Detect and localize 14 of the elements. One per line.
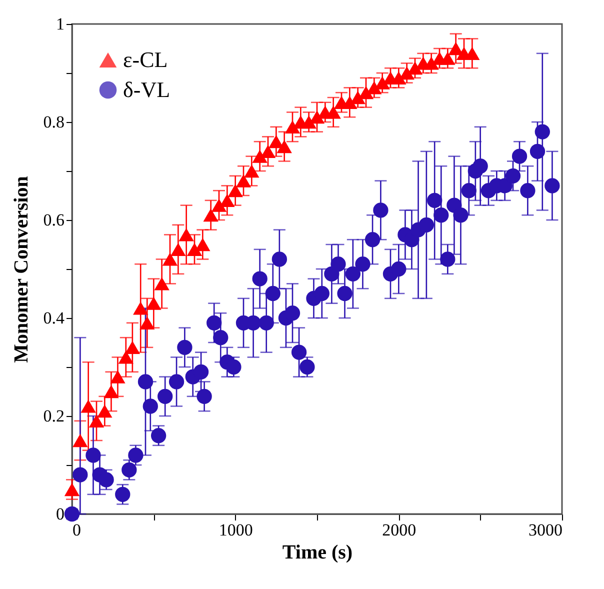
y-tick-label: 0: [56, 504, 64, 524]
x-tick-label: 1000: [218, 520, 253, 540]
y-tick-label: 0.4: [43, 308, 65, 328]
legend-label: δ-VL: [123, 77, 170, 102]
x-axis-title: Time (s): [282, 542, 353, 564]
x-tick-label: 3000: [528, 520, 562, 540]
y-tick-label: 1: [56, 14, 64, 34]
x-tick-label: 0: [72, 520, 81, 540]
x-tick-label: 2000: [382, 520, 416, 540]
y-tick-label: 0.2: [43, 406, 64, 426]
y-tick-label: 0.6: [43, 210, 64, 230]
legend-label: ε-CL: [123, 47, 168, 72]
y-axis-title: Monomer Conversion: [10, 176, 32, 363]
y-tick-label: 0.8: [43, 112, 64, 132]
